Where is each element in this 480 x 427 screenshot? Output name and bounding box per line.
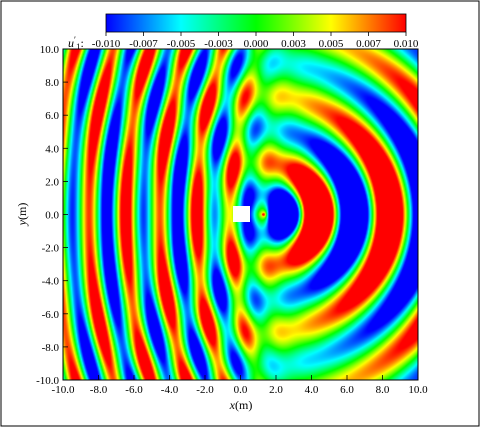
y-tick-label: -4.0 [42, 276, 60, 288]
x-axis: -10.0 -8.0 -6.0 -4.0 -2.0 0.0 2.0 4.0 6.0 8.0 10.0 [52, 375, 428, 396]
y-axis: 10.0 8.0 6.0 4.0 2.0 0.0 -2.0 -4.0 -6.0 -8.0 -10.0 [36, 44, 68, 387]
x-tick-label: -8.0 [90, 384, 108, 396]
colorbar [105, 13, 407, 33]
colorbar-tick-label: -0.010 [92, 38, 121, 50]
y-tick-label: -8.0 [42, 342, 60, 354]
x-tick-label: -4.0 [161, 384, 179, 396]
x-tick-label: -10.0 [52, 384, 75, 396]
x-tick-label: 0.0 [234, 384, 248, 396]
colorbar-tick-label: 0.010 [394, 38, 419, 50]
x-tick-label: 4.0 [305, 384, 319, 396]
x-tick-label: 8.0 [376, 384, 390, 396]
x-tick-label: 10.0 [408, 384, 428, 396]
colorbar-tick-label: -0.003 [204, 38, 233, 50]
x-tick-label: -2.0 [196, 384, 214, 396]
y-tick-label: 8.0 [45, 77, 59, 89]
plot-area [62, 48, 419, 381]
colorbar-tick-labels: -0.010 -0.007 -0.005 -0.003 0.000 0.003 0.005 0… [92, 32, 419, 50]
y-tick-label: 0.0 [45, 210, 59, 222]
y-tick-label: 10.0 [40, 44, 60, 56]
x-tick-label: -6.0 [125, 384, 143, 396]
colorbar-tick-label: -0.005 [167, 38, 196, 50]
x-tick-label: 2.0 [269, 384, 283, 396]
colorbar-label: u′1: [68, 35, 84, 52]
y-tick-label: -2.0 [42, 243, 60, 255]
x-tick-label: 6.0 [340, 384, 354, 396]
obstacle-square [233, 206, 250, 222]
x-axis-label: x(m) [229, 398, 253, 412]
y-tick-label: 4.0 [45, 143, 59, 155]
colorbar-tick-label: 0.005 [319, 38, 344, 50]
colorbar-tick-label: 0.003 [281, 38, 306, 50]
y-axis-label: y(m) [15, 203, 29, 227]
colorbar-tick-label: 0.007 [356, 38, 381, 50]
y-tick-label: -6.0 [42, 309, 60, 321]
colorbar-tick-label: 0.000 [244, 38, 269, 50]
y-tick-label: 2.0 [45, 176, 59, 188]
colorbar-tick-label: -0.007 [129, 38, 158, 50]
y-tick-label: -10.0 [36, 375, 59, 387]
y-tick-label: 6.0 [45, 110, 59, 122]
